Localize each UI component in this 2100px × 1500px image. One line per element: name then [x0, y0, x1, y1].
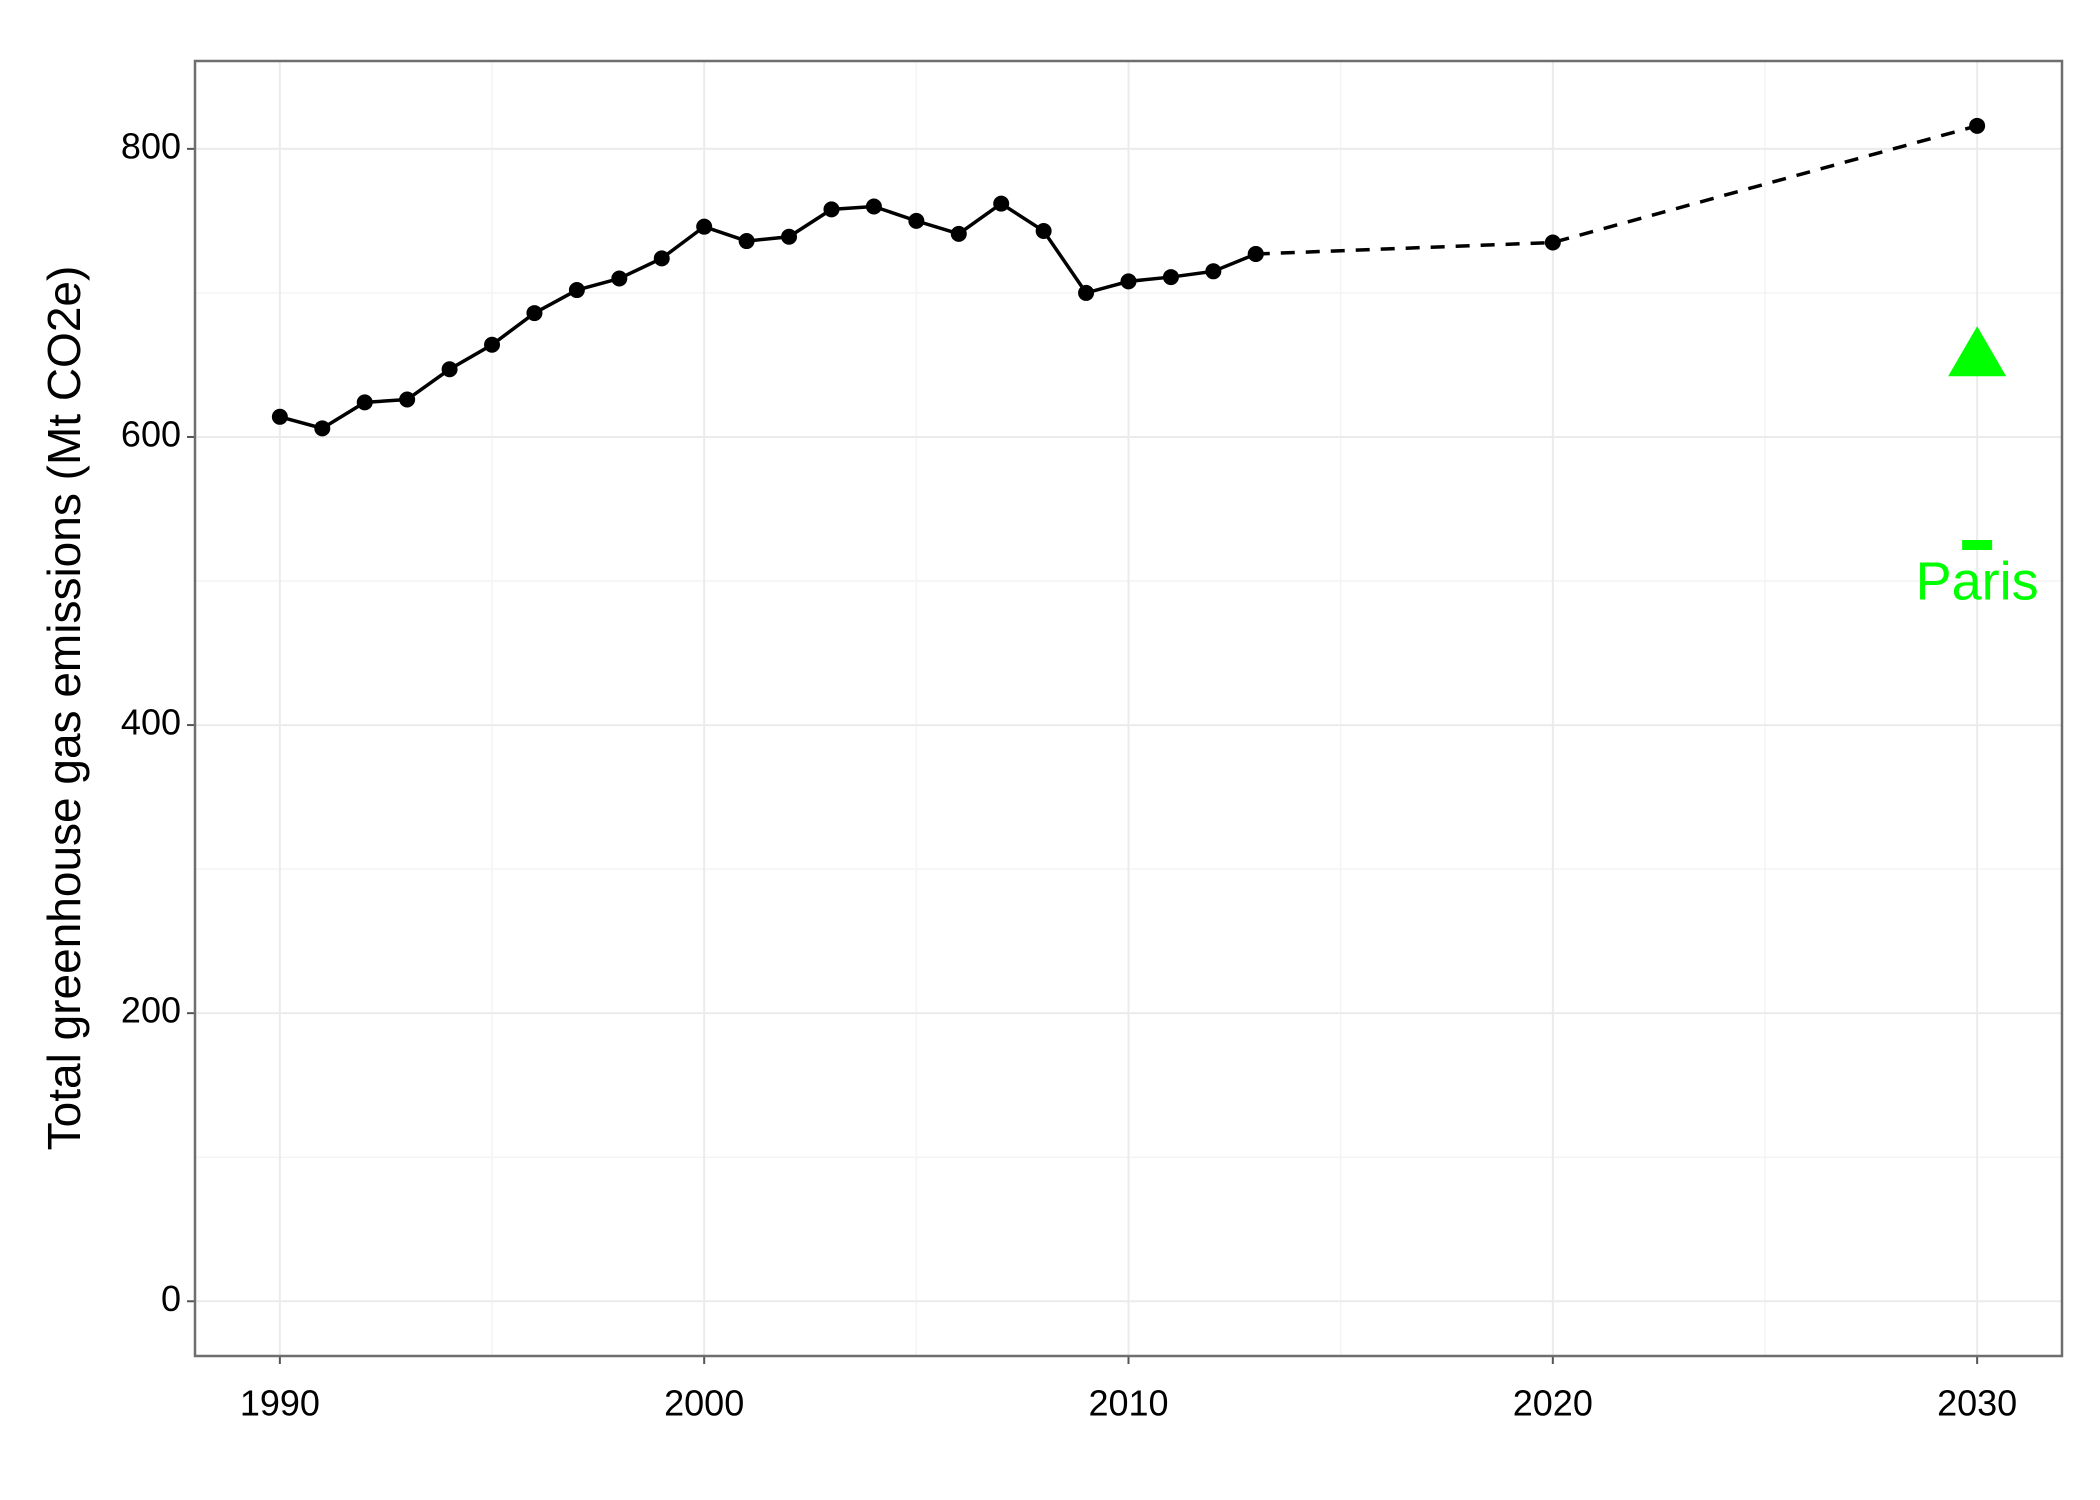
y-tick-label: 600: [121, 413, 181, 454]
x-tick-label: 2010: [1088, 1383, 1168, 1424]
data-point: [696, 218, 713, 235]
data-point: [568, 282, 585, 299]
x-tick-label: 2000: [664, 1383, 744, 1424]
y-axis-title: Total greenhouse gas emissions (Mt CO2e): [38, 266, 90, 1151]
data-point: [653, 250, 670, 267]
data-point: [1969, 117, 1986, 134]
data-point: [1035, 222, 1052, 239]
data-point: [1205, 263, 1222, 280]
data-point: [738, 233, 755, 250]
series-label: Paris: [1916, 551, 2039, 611]
data-point: [908, 212, 925, 229]
data-point: [781, 228, 798, 245]
x-tick-label: 2020: [1513, 1383, 1593, 1424]
data-point: [356, 394, 373, 411]
y-tick-label: 800: [121, 125, 181, 166]
y-tick-label: 200: [121, 990, 181, 1031]
data-point: [399, 391, 416, 408]
data-point: [950, 225, 967, 242]
y-tick-label: 400: [121, 702, 181, 743]
data-point: [314, 420, 331, 437]
data-point: [526, 305, 543, 322]
data-point: [1948, 326, 2007, 377]
data-point: [1078, 284, 1095, 301]
x-tick-label: 1990: [240, 1383, 320, 1424]
data-point: [271, 408, 288, 425]
data-point: [1247, 246, 1264, 263]
data-point: [441, 361, 458, 378]
plot-border: [193, 59, 2064, 1358]
x-tick-label: 2030: [1937, 1383, 2017, 1424]
data-point: [865, 198, 882, 215]
data-point: [1962, 540, 1993, 551]
data-point: [993, 195, 1010, 212]
data-point: [1162, 269, 1179, 286]
y-tick-label: 0: [161, 1278, 181, 1319]
data-point: [484, 336, 501, 353]
data-point: [611, 270, 628, 287]
data-point: [1120, 273, 1137, 290]
data-point: [1544, 234, 1561, 251]
data-point: [823, 201, 840, 218]
